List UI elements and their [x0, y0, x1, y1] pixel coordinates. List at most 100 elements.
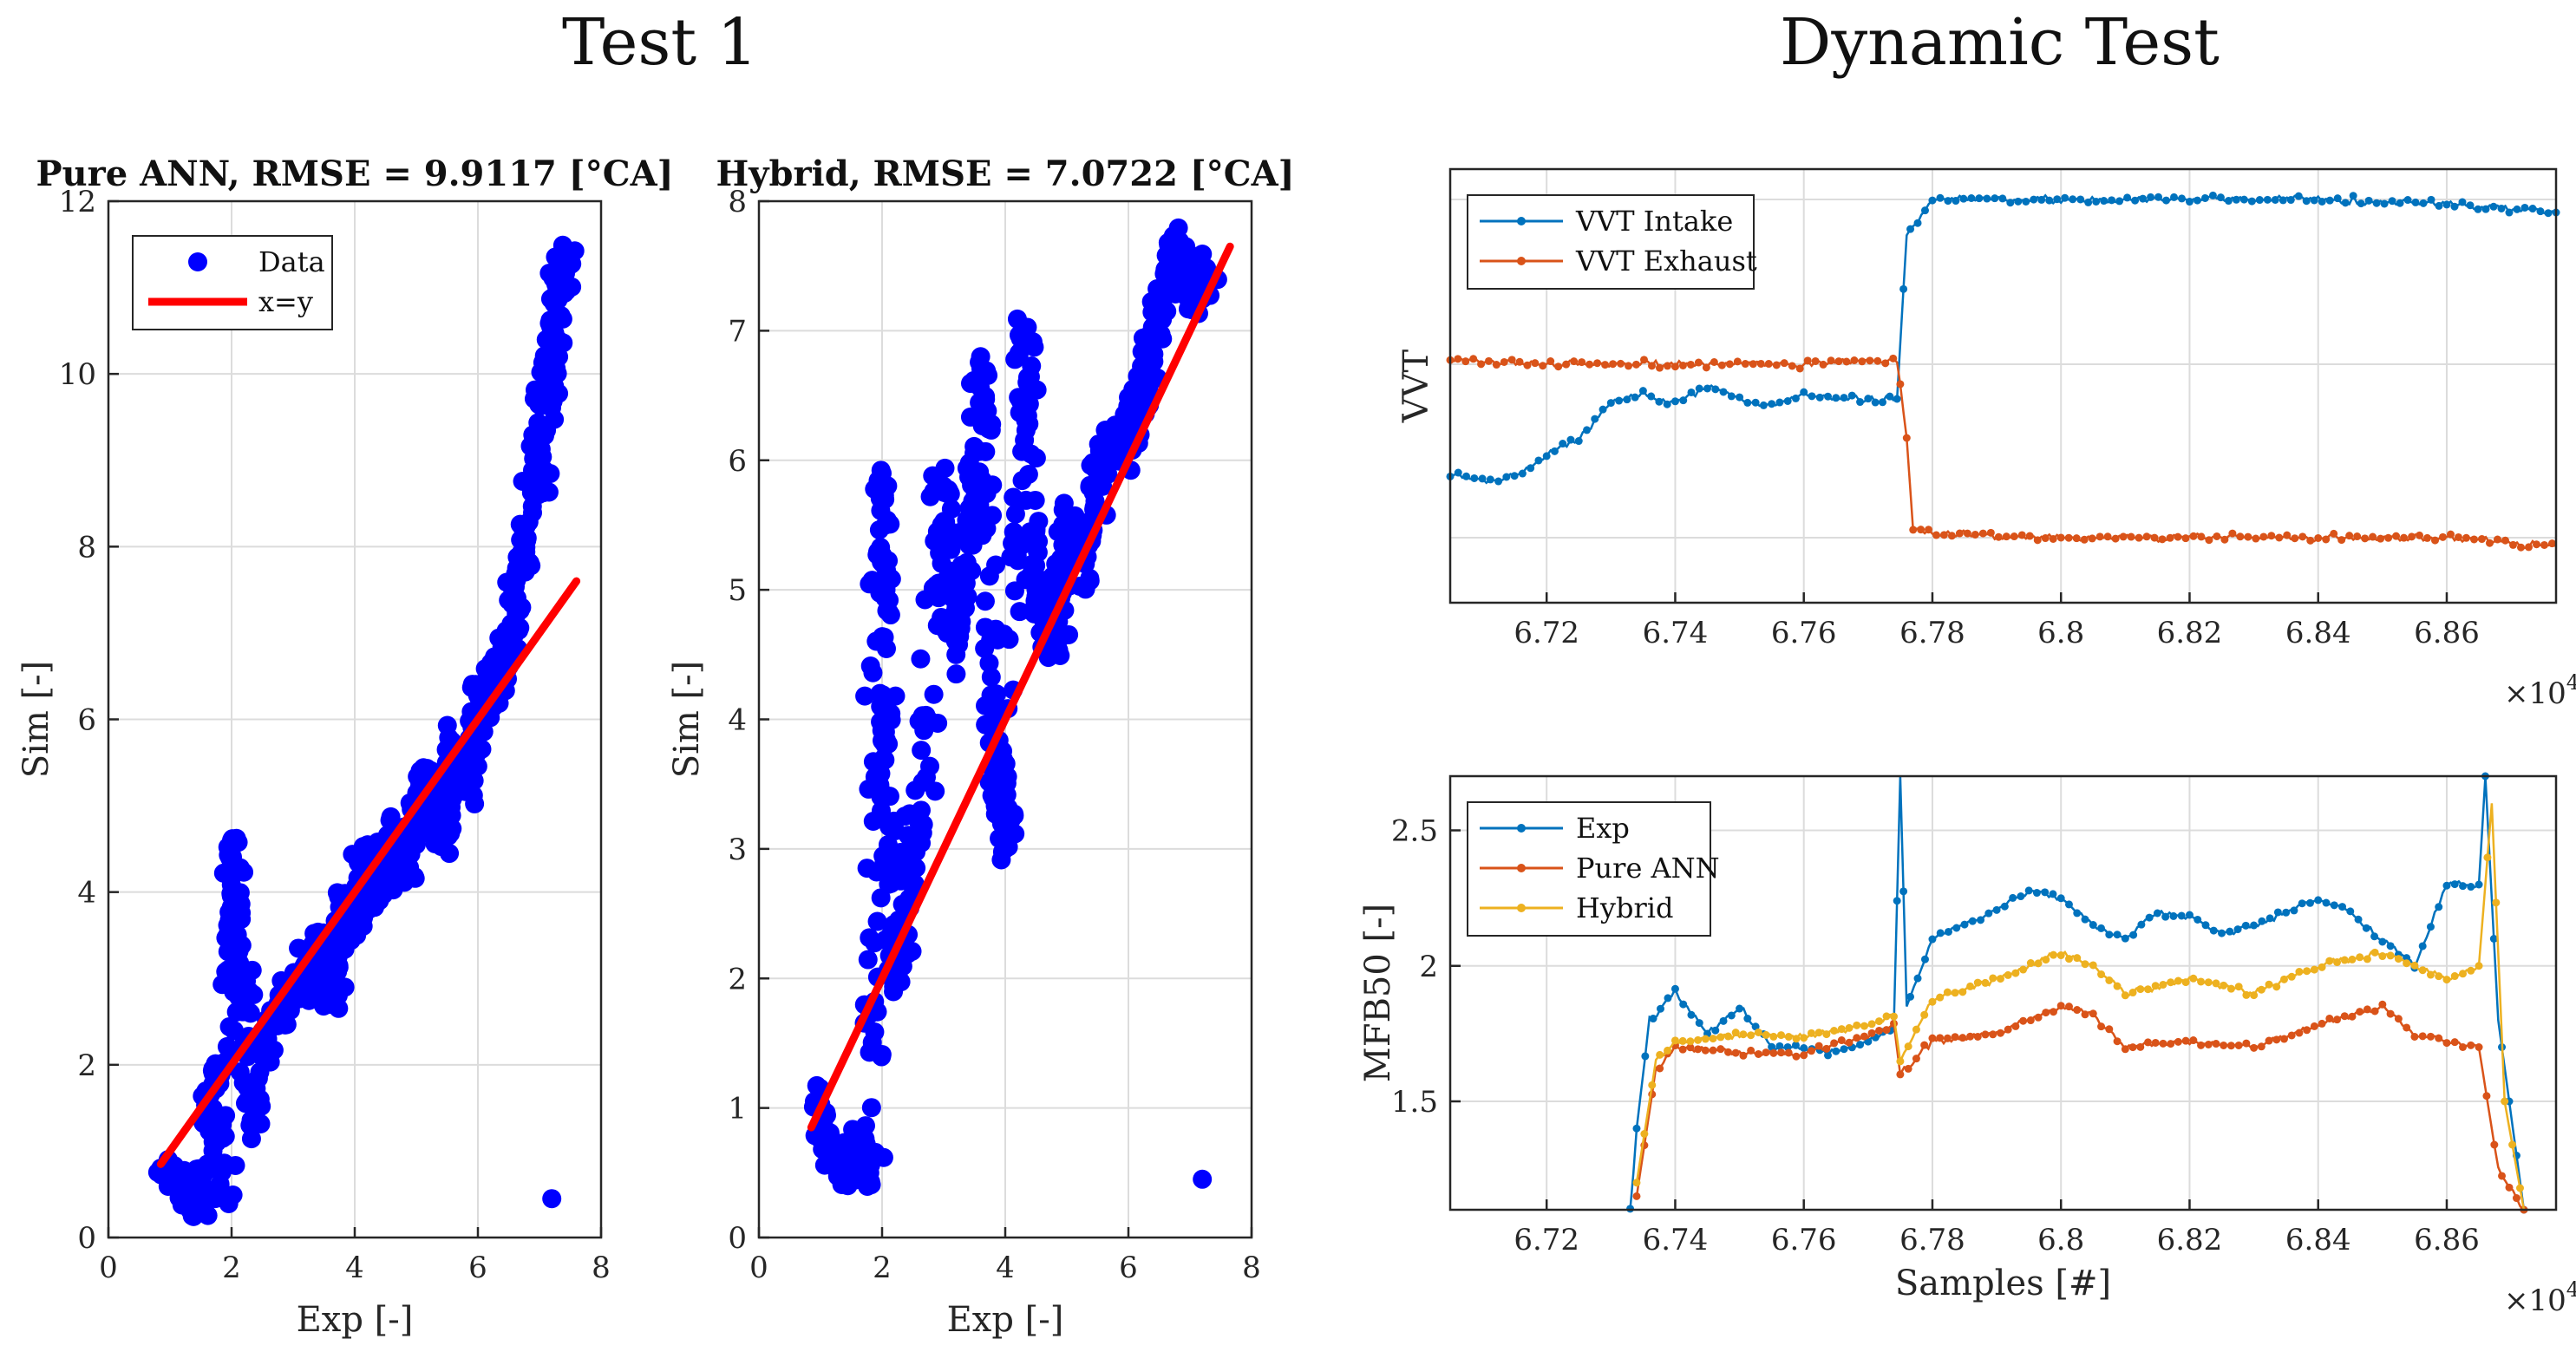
- series-marker: [1477, 360, 1486, 369]
- series-marker: [1958, 1034, 1967, 1042]
- series-marker: [1703, 384, 1712, 393]
- data-point: [329, 998, 349, 1018]
- series-marker: [2159, 1039, 2167, 1048]
- series-marker: [1827, 356, 1835, 365]
- data-point: [941, 499, 961, 519]
- data-point: [1180, 259, 1200, 279]
- series-marker: [2088, 534, 2096, 543]
- series-marker: [2242, 990, 2251, 999]
- legend-marker: [1517, 864, 1526, 872]
- series-marker: [2095, 532, 2104, 541]
- series-marker: [1462, 472, 1471, 480]
- series-marker: [2025, 532, 2034, 540]
- series-marker: [1523, 361, 1532, 369]
- data-point: [509, 620, 529, 640]
- data-point: [539, 264, 559, 284]
- series-marker: [2282, 908, 2291, 917]
- data-point: [1116, 408, 1136, 428]
- data-point: [955, 519, 975, 539]
- series-marker: [2161, 912, 2170, 921]
- series-marker: [1731, 1029, 1740, 1037]
- series-marker: [1966, 1032, 1975, 1041]
- series-marker: [2089, 961, 2097, 970]
- axes-frame: [1448, 167, 2558, 604]
- series-marker: [2450, 880, 2459, 889]
- series-marker: [2247, 197, 2256, 206]
- series-x-y: [807, 242, 1234, 1132]
- data-point: [524, 389, 544, 408]
- data-point: [861, 1098, 881, 1118]
- series-marker: [1896, 1057, 1905, 1066]
- y-tick-label: 6: [77, 703, 96, 738]
- data-point: [1026, 519, 1046, 539]
- data-point: [1026, 586, 1046, 606]
- data-point: [867, 911, 887, 931]
- series-marker: [1632, 1179, 1641, 1187]
- series-marker: [2492, 898, 2501, 907]
- data-point: [184, 1181, 204, 1201]
- series-marker: [1670, 362, 1679, 371]
- series-marker: [1853, 1034, 1861, 1042]
- series-marker: [1623, 395, 1631, 404]
- series-marker: [2136, 985, 2145, 994]
- series-marker: [2097, 924, 2106, 932]
- series-marker: [2139, 194, 2148, 203]
- y-axis-label: Sim [-]: [16, 661, 56, 779]
- series-marker: [2475, 880, 2483, 889]
- data-point: [540, 289, 560, 309]
- series-marker: [2403, 1023, 2411, 1032]
- series-marker: [2489, 935, 2498, 943]
- series-marker: [2170, 193, 2179, 201]
- series-marker: [2092, 197, 2101, 206]
- data-point: [924, 684, 944, 704]
- series-marker: [2475, 1043, 2483, 1051]
- x-tick-label: 6.78: [1899, 1223, 1965, 1257]
- data-point: [983, 475, 1003, 495]
- series-marker: [2435, 201, 2443, 210]
- series-marker: [1749, 360, 1757, 369]
- series-marker: [1928, 997, 1937, 1006]
- series-marker: [2049, 890, 2057, 898]
- series-marker: [1687, 1010, 1696, 1019]
- series-marker: [2442, 200, 2451, 209]
- series-marker: [1711, 1026, 1720, 1035]
- series-marker: [1559, 440, 1567, 448]
- data-point: [410, 817, 430, 837]
- series-marker: [1832, 394, 1840, 402]
- x-tick-label: 6.86: [2414, 616, 2480, 650]
- series-marker: [2255, 196, 2264, 205]
- data-point: [879, 817, 899, 837]
- plot-title: Hybrid, RMSE = 7.0722 [°CA]: [716, 153, 1294, 194]
- series-marker: [1638, 387, 1647, 395]
- series-marker: [1502, 473, 1511, 481]
- series-line: [1449, 193, 2557, 485]
- series-marker: [1678, 1045, 1687, 1054]
- data-point: [1055, 538, 1075, 558]
- data-point: [992, 842, 1012, 862]
- series-marker: [1754, 1028, 1762, 1036]
- series-marker: [1840, 394, 1848, 402]
- series-marker: [1751, 398, 1760, 407]
- x-axis-label: Samples [#]: [1895, 1264, 2111, 1303]
- series-marker: [2283, 531, 2292, 539]
- series-marker: [2115, 197, 2124, 206]
- series-marker: [2108, 196, 2116, 205]
- series-marker: [1860, 1022, 1868, 1030]
- data-point: [1098, 464, 1118, 484]
- series-marker: [2232, 195, 2240, 204]
- data-point: [404, 866, 424, 886]
- data-point: [807, 1075, 827, 1095]
- series-marker: [1819, 360, 1827, 369]
- series-marker: [2442, 881, 2451, 890]
- series-marker: [1947, 532, 1956, 540]
- series-marker: [2174, 532, 2182, 541]
- data-point: [902, 840, 922, 860]
- series-marker: [2226, 1042, 2235, 1050]
- data-point: [475, 659, 495, 679]
- series-marker: [2064, 1003, 2073, 1011]
- series-marker: [1518, 469, 1527, 478]
- data-point: [250, 1089, 270, 1109]
- series-marker: [2111, 534, 2120, 543]
- data-point: [542, 1189, 562, 1209]
